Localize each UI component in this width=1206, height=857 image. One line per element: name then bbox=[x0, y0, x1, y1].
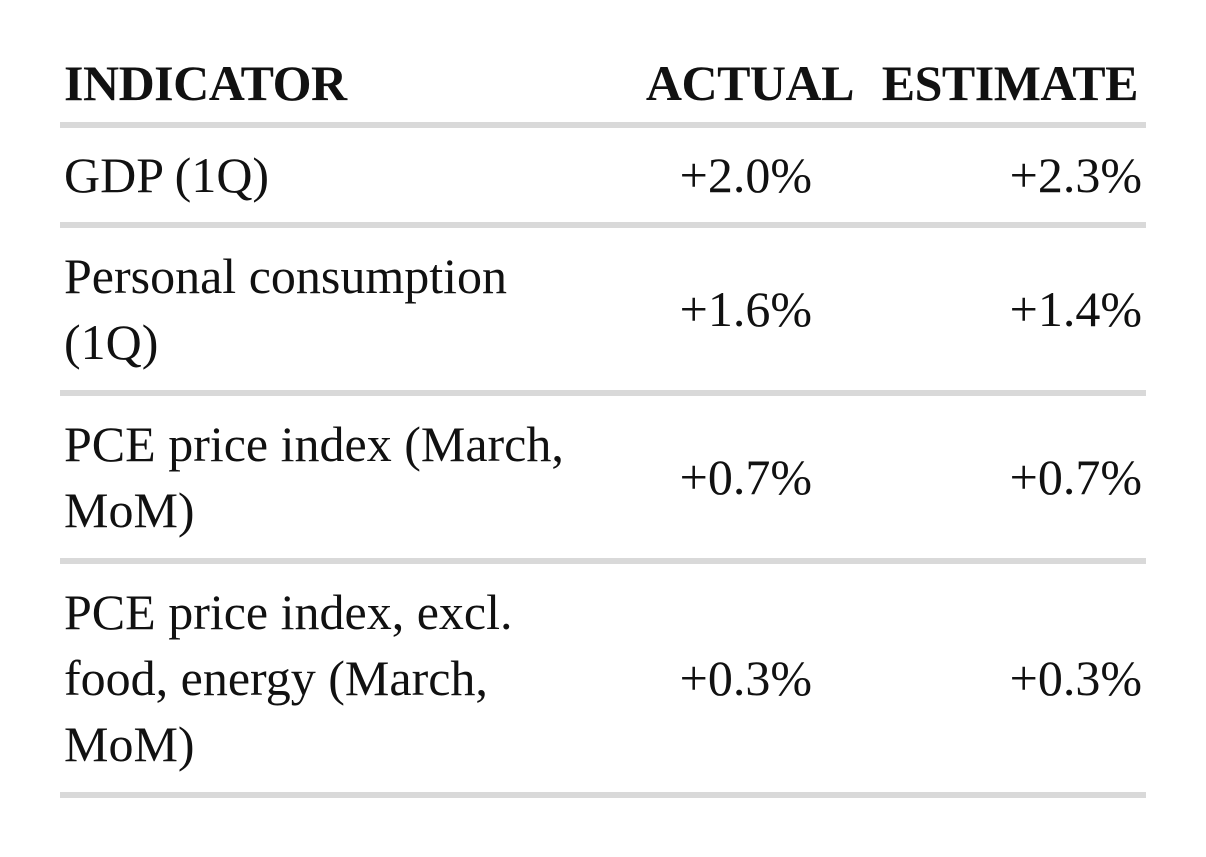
row-indicator: PCE price index, excl. food, energy (Mar… bbox=[64, 584, 513, 772]
header-indicator: INDICATOR bbox=[64, 55, 347, 111]
row-estimate: +0.3% bbox=[1009, 650, 1142, 706]
table-row: Personal consumption (1Q) +1.6% +1.4% bbox=[60, 228, 1146, 396]
row-actual: +0.7% bbox=[679, 449, 812, 505]
table-row: GDP (1Q) +2.0% +2.3% bbox=[60, 128, 1146, 228]
row-actual: +2.0% bbox=[679, 147, 812, 203]
row-estimate: +1.4% bbox=[1009, 281, 1142, 337]
row-actual: +0.3% bbox=[679, 650, 812, 706]
row-estimate: +0.7% bbox=[1009, 449, 1142, 505]
table-row: PCE price index (March, MoM) +0.7% +0.7% bbox=[60, 396, 1146, 564]
row-indicator: Personal consumption (1Q) bbox=[64, 248, 508, 370]
table-row: PCE price index, excl. food, energy (Mar… bbox=[60, 564, 1146, 798]
row-indicator: PCE price index (March, MoM) bbox=[64, 416, 564, 538]
table-header-row: INDICATOR ACTUAL ESTIMATE bbox=[60, 52, 1146, 128]
header-estimate: ESTIMATE bbox=[881, 55, 1139, 111]
indicator-table: INDICATOR ACTUAL ESTIMATE GDP (1Q) +2.0%… bbox=[60, 52, 1146, 798]
header-actual: ACTUAL bbox=[645, 55, 855, 111]
row-indicator: GDP (1Q) bbox=[64, 147, 270, 203]
row-actual: +1.6% bbox=[679, 281, 812, 337]
row-estimate: +2.3% bbox=[1009, 147, 1142, 203]
